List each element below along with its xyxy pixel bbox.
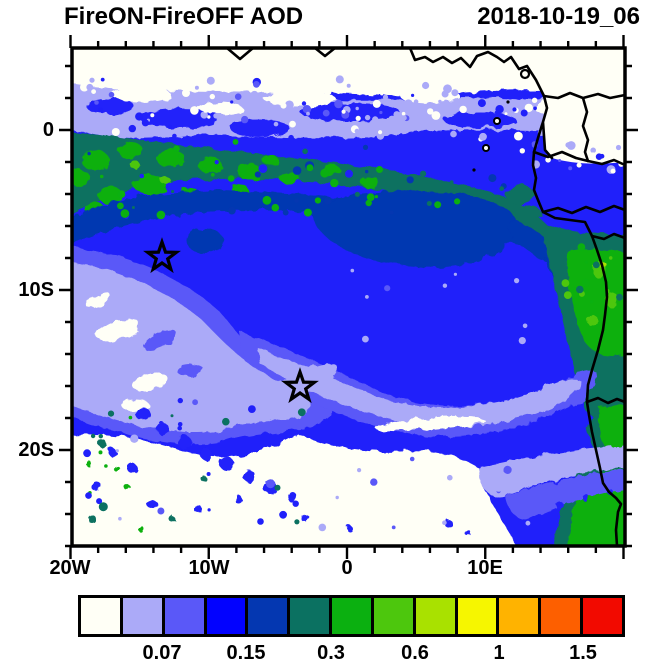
colorbar-label-1: 1	[493, 642, 505, 664]
island-outline	[482, 144, 490, 152]
y-tick-label-10s: 10S	[18, 279, 54, 301]
colorbar-cell-12	[580, 598, 622, 634]
x-tick-label-20w: 20W	[49, 557, 91, 579]
country-border	[590, 232, 627, 241]
plot-frame	[70, 46, 627, 548]
markers	[143, 237, 319, 404]
colorbar-label-007: 0.07	[142, 642, 182, 664]
colorbar-cell-10	[496, 598, 539, 634]
colorbar-cell-1	[119, 598, 162, 634]
colorbar-label-015: 0.15	[226, 642, 266, 664]
colorbar-cell-9	[454, 598, 497, 634]
axis-ticks	[59, 35, 638, 559]
island-dot	[506, 100, 510, 104]
star-marker-2	[281, 367, 319, 404]
colorbar-cell-7	[370, 598, 413, 634]
colorbar-cell-4	[245, 598, 288, 634]
colorbar-cell-11	[538, 598, 581, 634]
colorbar-cell-5	[287, 598, 330, 634]
x-tick-label-10e: 10E	[467, 557, 503, 579]
colorbar-cell-0	[81, 598, 120, 634]
y-tick-label-20s: 20S	[18, 439, 54, 461]
y-tick-label-0: 0	[42, 119, 54, 141]
island-outline	[519, 68, 531, 80]
colorbar	[78, 595, 625, 637]
island-dot	[472, 168, 476, 172]
star-marker-1	[143, 237, 181, 274]
plot-timestamp: 2018-10-19_06	[477, 3, 640, 30]
x-tick-label-10w: 10W	[188, 557, 230, 579]
coastline-borders	[225, 46, 627, 548]
colorbar-cell-2	[161, 598, 204, 634]
speckle-noise	[72, 75, 625, 532]
land-fill	[410, 48, 625, 164]
island-outline	[493, 117, 501, 125]
country-border	[542, 91, 627, 163]
coastline	[225, 46, 623, 548]
colorbar-cell-8	[412, 598, 455, 634]
country-border	[532, 150, 627, 167]
x-tick-label-0: 0	[341, 557, 353, 579]
colorbar-cell-3	[203, 598, 246, 634]
colorbar-label-15: 1.5	[569, 642, 597, 664]
country-border	[585, 396, 627, 405]
colorbar-label-06: 0.6	[401, 642, 429, 664]
colorbar-cell-6	[329, 598, 371, 634]
map-field	[72, 48, 625, 546]
country-border	[541, 204, 627, 215]
colorbar-label-03: 0.3	[317, 642, 345, 664]
plot-title: FireON-FireOFF AOD	[64, 3, 304, 30]
